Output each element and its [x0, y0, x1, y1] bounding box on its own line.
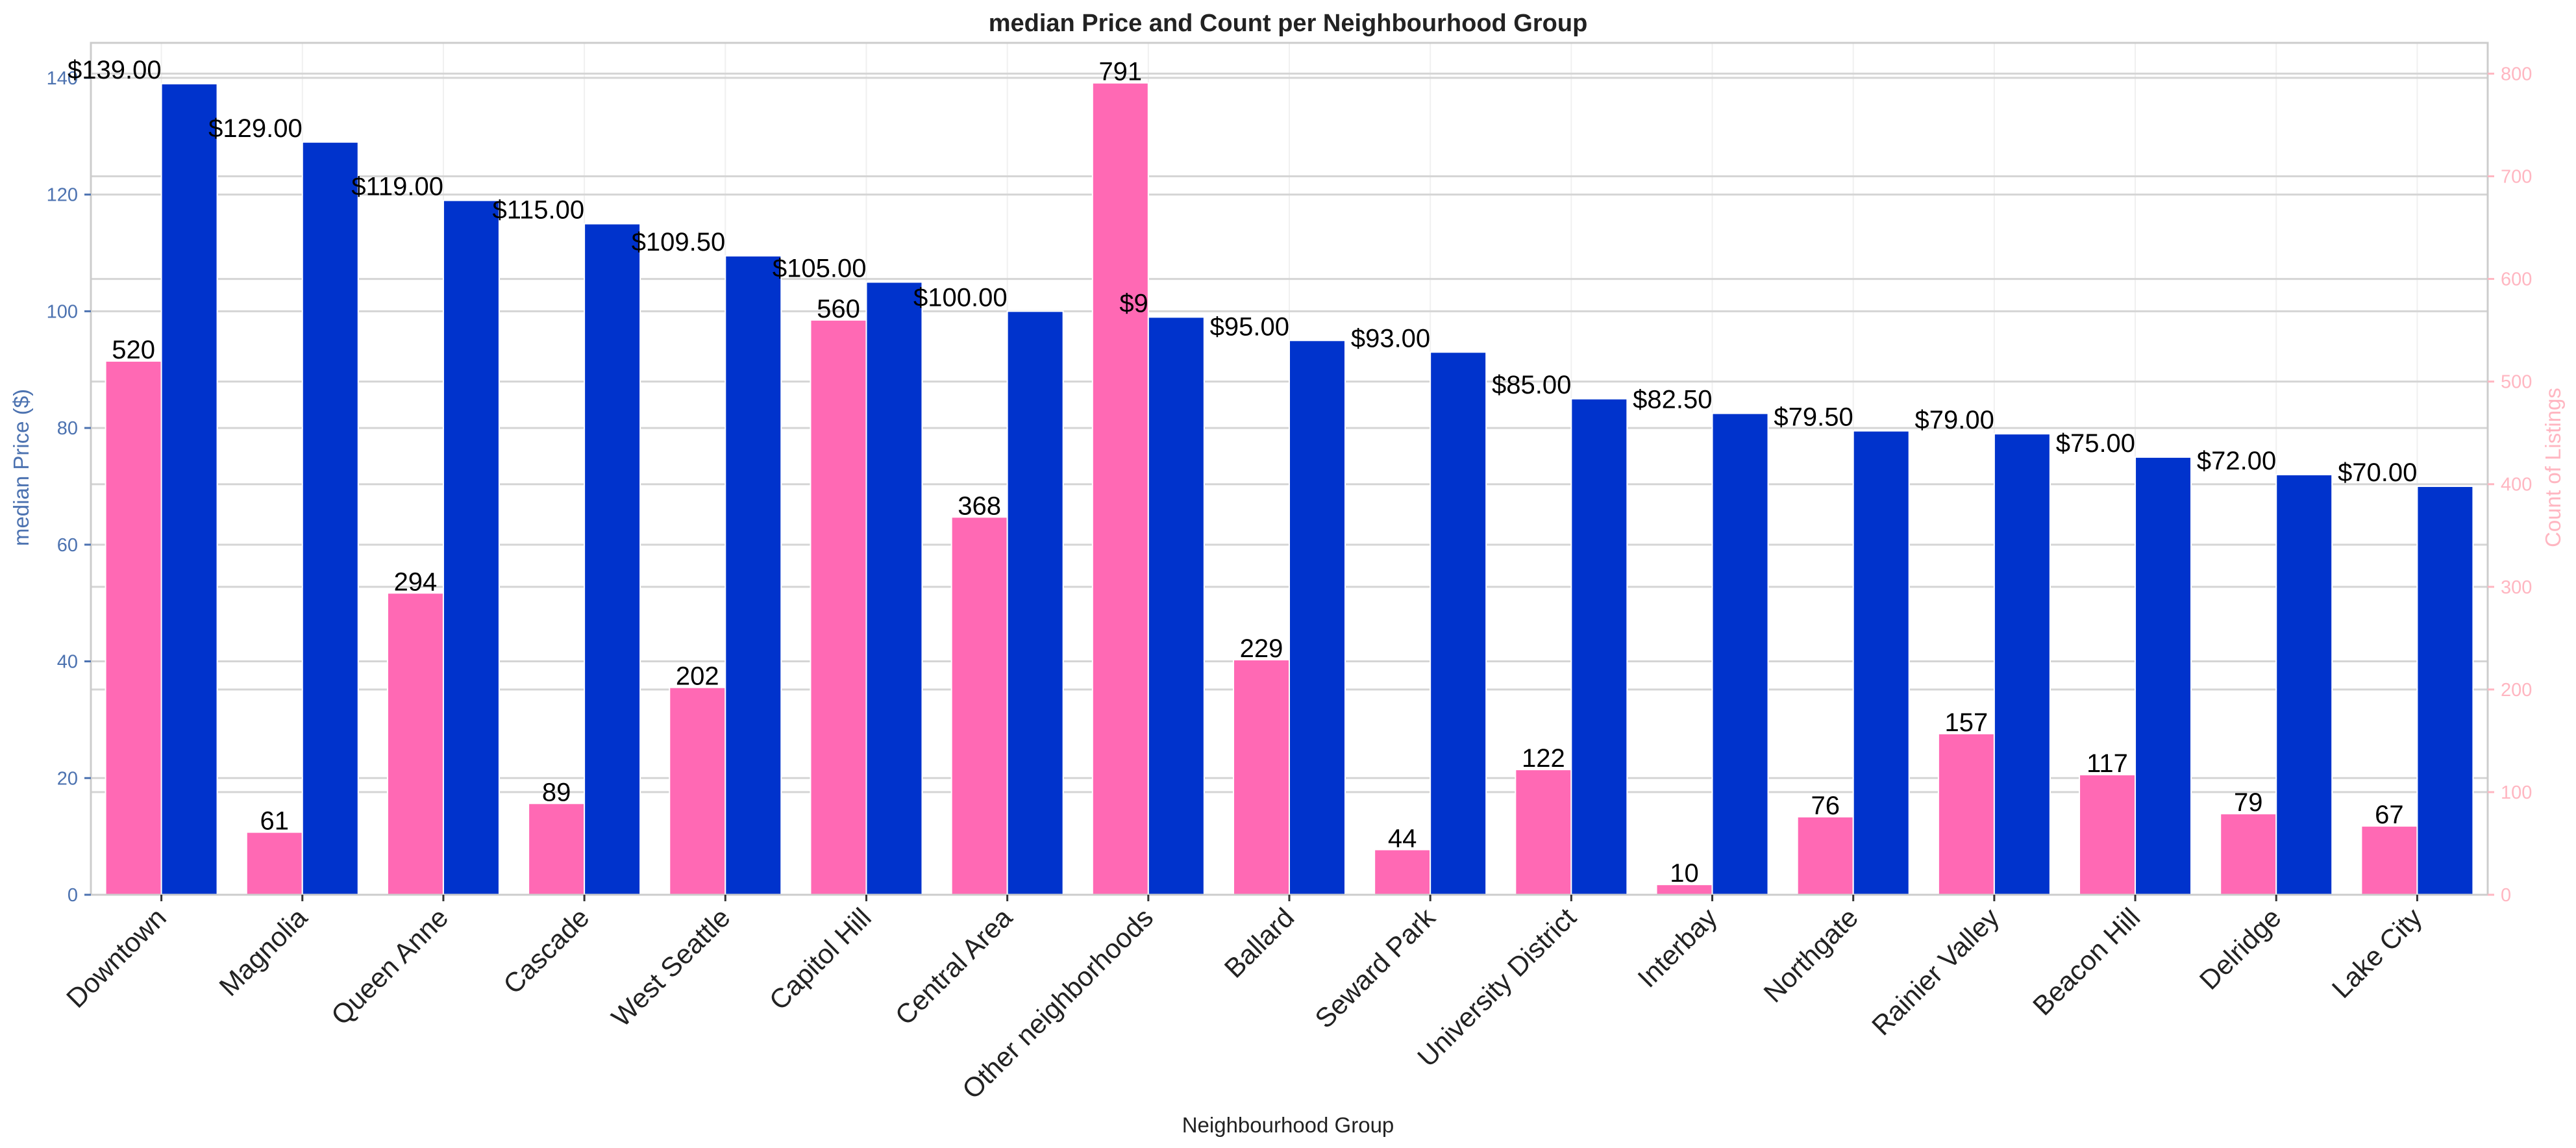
data-label-price: $75.00 [2056, 429, 2135, 458]
bar-count [386, 592, 444, 895]
chart-title: median Price and Count per Neighbourhood… [989, 10, 1588, 37]
data-label-price: $82.50 [1633, 386, 1712, 414]
bar-price [724, 255, 782, 895]
y-tick-label-right: 800 [2501, 64, 2532, 84]
data-label-price: $115.00 [492, 196, 584, 225]
bar-count [950, 516, 1008, 895]
y-tick-label-left: 80 [57, 418, 78, 439]
data-label-count: 202 [676, 662, 719, 691]
data-label-price: $95.00 [1210, 312, 1289, 341]
y-tick-label-right: 100 [2501, 782, 2532, 803]
y-tick-label-left: 140 [47, 68, 78, 89]
data-labels: 520 $139.00 61 $129.00 294 $119.00 89 $115.00 20… [68, 56, 2417, 888]
bar-price [442, 199, 500, 895]
bar-count [2360, 825, 2418, 895]
y-tick-label-right: 500 [2501, 372, 2532, 393]
bar-price [865, 281, 923, 895]
x-axis-title: Neighbourhood Group [1182, 1113, 1394, 1137]
data-label-count: 117 [2087, 749, 2128, 778]
bar-price [1852, 430, 1910, 895]
y-tick-label-left: 120 [47, 185, 78, 206]
bar-price [1993, 433, 2051, 895]
bar-count [669, 686, 726, 895]
data-label-price: $79.00 [1915, 406, 1994, 434]
bar-price [1147, 316, 1205, 896]
data-label-price: $93.00 [1351, 324, 1430, 353]
bar-price [2416, 485, 2474, 895]
bar-count [1091, 82, 1149, 895]
data-label-price: $129.00 [208, 114, 303, 143]
bar-price [1711, 412, 1769, 895]
bar-count [1796, 816, 1854, 896]
y-tick-label-right: 400 [2501, 475, 2532, 495]
data-label-count: 122 [1522, 744, 1565, 773]
data-label-price: $105.00 [773, 254, 867, 282]
data-label-count: 791 [1098, 58, 1142, 86]
data-label-count: 229 [1240, 634, 1283, 663]
y-tick-label-right: 700 [2501, 166, 2532, 187]
bar-count [528, 803, 586, 896]
data-label-price: $9 [1119, 289, 1148, 318]
y-tick-label-right: 0 [2501, 885, 2511, 906]
data-label-price: $119.00 [351, 173, 443, 201]
data-label-count: 10 [1670, 859, 1699, 888]
y-tick-label-left: 60 [57, 535, 78, 556]
data-label-count: 560 [817, 295, 860, 323]
data-label-count: 79 [2234, 788, 2263, 817]
bar-count [105, 360, 162, 895]
data-label-count: 520 [112, 336, 155, 364]
data-label-count: 67 [2375, 801, 2404, 829]
y-tick-label-right: 600 [2501, 269, 2532, 290]
data-label-price: $139.00 [68, 56, 162, 84]
y-tick-label-left: 20 [57, 768, 78, 789]
bar-count [2079, 774, 2136, 895]
data-label-count: 61 [260, 807, 290, 836]
bar-price [2135, 456, 2192, 895]
bar-price [1006, 310, 1064, 895]
data-label-count: 294 [394, 568, 438, 596]
y-axis-title-right: Count of Listings [2541, 388, 2565, 547]
y-tick-label-left: 40 [57, 652, 78, 673]
bar-count [245, 831, 303, 896]
bar-count [1374, 849, 1431, 896]
data-label-price: $109.50 [632, 228, 726, 256]
bar-count [1937, 732, 1995, 896]
data-label-price: $79.50 [1774, 403, 1853, 432]
data-label-count: 89 [542, 778, 571, 806]
data-label-count: 157 [1945, 708, 1988, 737]
bar-price [1570, 398, 1628, 895]
y-tick-label-right: 300 [2501, 577, 2532, 598]
y-tick-label-left: 0 [68, 885, 78, 906]
bars [105, 82, 2474, 896]
bar-count [1233, 659, 1290, 895]
data-label-price: $100.00 [913, 283, 1008, 312]
y-axis-title-left: median Price ($) [9, 389, 33, 546]
data-label-count: 44 [1388, 824, 1417, 853]
bar-price [1289, 340, 1346, 895]
data-label-count: 76 [1811, 792, 1840, 820]
data-label-count: 368 [958, 492, 1001, 520]
bar-count [810, 319, 867, 895]
bar-count [1515, 769, 1572, 896]
y-tick-label-right: 200 [2501, 680, 2532, 701]
bar-price [584, 223, 641, 896]
bar-price [160, 82, 218, 896]
bar-price [2275, 473, 2333, 895]
data-label-price: $85.00 [1492, 371, 1571, 399]
data-label-price: $70.00 [2338, 458, 2417, 487]
bar-price [301, 141, 359, 896]
bar-count [2220, 813, 2277, 896]
y-tick-label-left: 100 [47, 301, 78, 322]
bar-price [1430, 351, 1487, 895]
data-label-price: $72.00 [2197, 447, 2276, 475]
